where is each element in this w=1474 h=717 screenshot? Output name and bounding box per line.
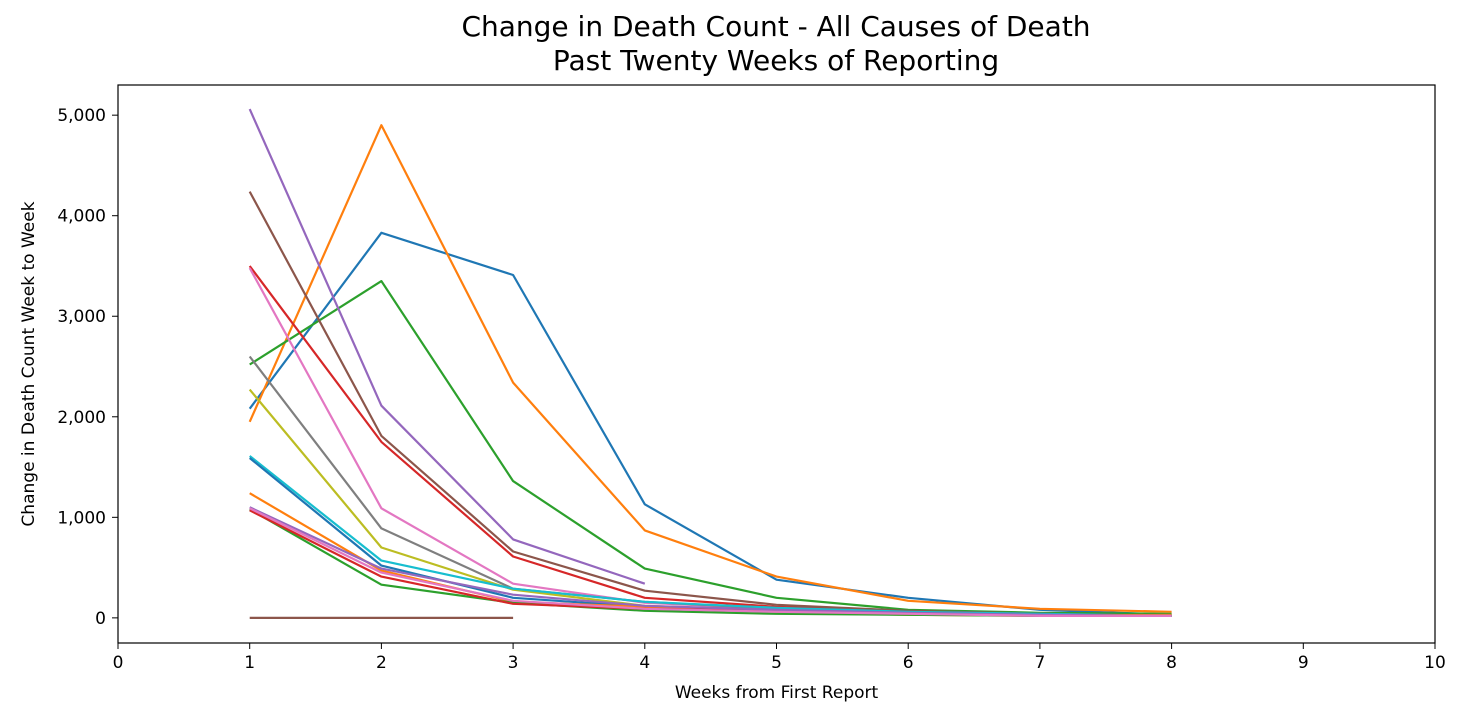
y-axis-label: Change in Death Count Week to Week	[19, 201, 39, 526]
y-tick-label: 5,000	[57, 106, 106, 126]
y-tick-label: 0	[95, 609, 106, 629]
chart-subtitle: Past Twenty Weeks of Reporting	[552, 44, 1000, 77]
y-tick-label: 1,000	[57, 508, 106, 528]
series-line-9	[248, 388, 1172, 617]
series-line-11	[249, 457, 1172, 617]
y-tick-label: 4,000	[57, 207, 106, 227]
x-tick-label: 8	[1166, 653, 1177, 673]
x-tick-label: 5	[771, 653, 782, 673]
x-tick-label: 6	[903, 653, 914, 673]
x-tick-label: 0	[113, 653, 124, 673]
x-tick-label: 10	[1424, 653, 1446, 673]
x-tick-label: 3	[508, 653, 519, 673]
x-tick-label: 9	[1298, 653, 1309, 673]
series-line-6	[248, 191, 1172, 617]
y-tick-label: 3,000	[57, 307, 106, 327]
series-layer	[248, 108, 1172, 620]
y-axis: 0 1,000 2,000 3,000 4,000 5,000	[57, 106, 118, 629]
series-line-17	[249, 507, 1172, 618]
y-tick-label: 2,000	[57, 408, 106, 428]
chart-title: Change in Death Count - All Causes of De…	[461, 10, 1091, 43]
x-tick-label: 2	[376, 653, 387, 673]
x-tick-label: 7	[1034, 653, 1045, 673]
x-tick-label: 4	[639, 653, 650, 673]
x-axis: 0 1 2 3 4 5 6 7 8 9 10	[113, 643, 1446, 673]
series-line-5	[248, 108, 646, 585]
plot-frame	[117, 84, 1436, 644]
x-axis-label: Weeks from First Report	[675, 683, 879, 703]
x-tick-label: 1	[244, 653, 255, 673]
series-line-2	[248, 124, 1172, 613]
chart-title-block: Change in Death Count - All Causes of De…	[0, 10, 1474, 78]
series-line-10	[249, 455, 1172, 617]
